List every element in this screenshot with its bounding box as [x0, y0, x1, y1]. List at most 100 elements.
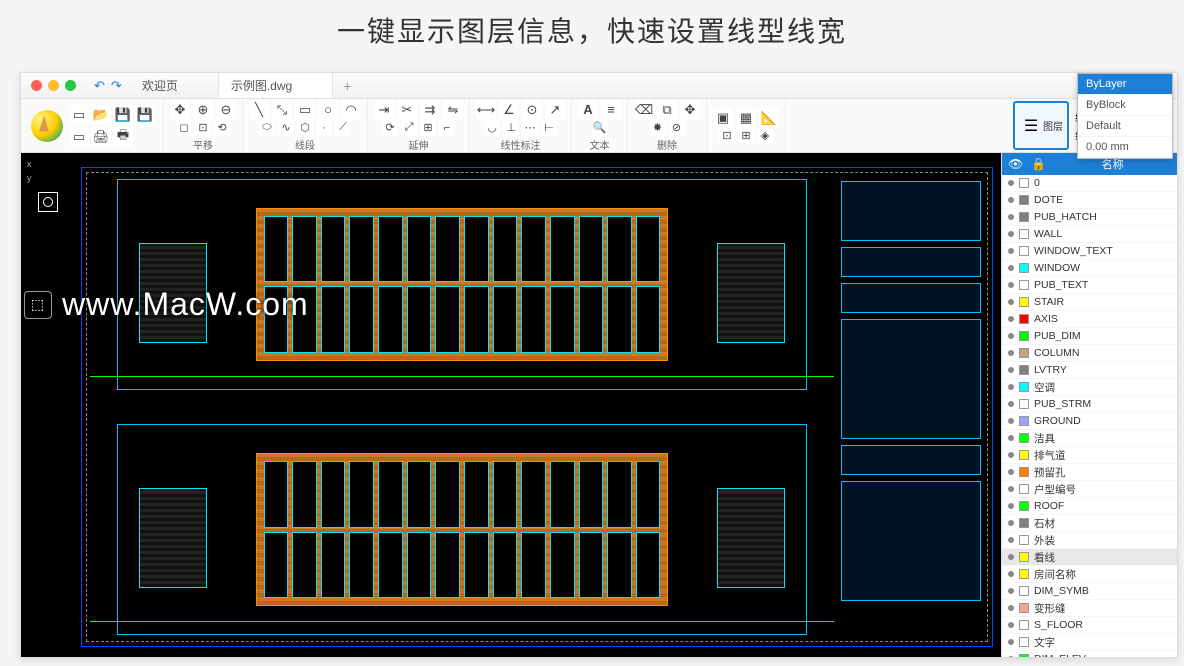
layer-row[interactable]: PUB_TEXT	[1002, 277, 1177, 294]
history-nav[interactable]: ↶ ↷	[86, 78, 130, 94]
plot-icon[interactable]: 🖶	[113, 127, 133, 147]
polyline-icon[interactable]: ⤡	[272, 100, 292, 120]
dim-radius-icon[interactable]: ⊙	[522, 100, 542, 120]
dd-option-0mm[interactable]: 0.00 mm	[1078, 137, 1172, 158]
saveas-icon[interactable]: 💾	[135, 105, 155, 125]
zoom-window-icon[interactable]: ◻	[176, 120, 192, 136]
drawing-canvas[interactable]: xy	[21, 153, 1001, 657]
layer-row[interactable]: DIM_ELEV	[1002, 651, 1177, 657]
zoom-prev-icon[interactable]: ⟲	[214, 120, 230, 136]
line-icon[interactable]: ╲	[249, 100, 269, 120]
extend-icon[interactable]: ⇥	[374, 100, 394, 120]
dim-cont-icon[interactable]: ⋯	[522, 120, 538, 136]
undo-icon[interactable]: ↶	[94, 78, 105, 94]
layer-row[interactable]: 预留孔	[1002, 464, 1177, 481]
redo-icon[interactable]: ↷	[111, 78, 122, 94]
tab-drawing[interactable]: 示例图.dwg	[219, 73, 333, 98]
measure-icon[interactable]: 📐	[759, 108, 779, 128]
tab-welcome[interactable]: 欢迎页	[130, 73, 219, 98]
copy-icon[interactable]: ⧉	[657, 100, 677, 120]
arc-icon[interactable]: ◠	[341, 100, 361, 120]
viewport-icon[interactable]: ⊞	[738, 128, 754, 144]
lineweight-dropdown-popover[interactable]: ByLayer ByBlock Default 0.00 mm	[1077, 73, 1173, 159]
new-file-icon[interactable]: ▭	[69, 105, 89, 125]
break-icon[interactable]: ⊘	[669, 120, 685, 136]
rotate-icon[interactable]: ⟳	[382, 120, 398, 136]
export-icon[interactable]: ▭	[69, 127, 89, 147]
min-dot[interactable]	[48, 80, 59, 91]
dim-base-icon[interactable]: ⊢	[541, 120, 557, 136]
layer-button[interactable]: ☰ 图层	[1013, 101, 1069, 150]
layer-row[interactable]: 房间名称	[1002, 566, 1177, 583]
layer-row[interactable]: WINDOW	[1002, 260, 1177, 277]
layer-row[interactable]: 变形缝	[1002, 600, 1177, 617]
layer-row[interactable]: 洁具	[1002, 430, 1177, 447]
layer-row[interactable]: 看线	[1002, 549, 1177, 566]
pan-icon[interactable]: ✥	[170, 100, 190, 120]
layer-row[interactable]: 空调	[1002, 379, 1177, 396]
layer-row[interactable]: WINDOW_TEXT	[1002, 243, 1177, 260]
layer-row[interactable]: ROOF	[1002, 498, 1177, 515]
erase-icon[interactable]: ⌫	[634, 100, 654, 120]
dd-option-bylayer[interactable]: ByLayer	[1078, 74, 1172, 95]
layer-row[interactable]: S_FLOOR	[1002, 617, 1177, 634]
dim-angular-icon[interactable]: ∠	[499, 100, 519, 120]
layer-row[interactable]: DIM_SYMB	[1002, 583, 1177, 600]
ellipse-icon[interactable]: ⬭	[259, 120, 275, 136]
rect-icon[interactable]: ▭	[295, 100, 315, 120]
zoom-in-icon[interactable]: ⊕	[193, 100, 213, 120]
dd-option-byblock[interactable]: ByBlock	[1078, 95, 1172, 116]
ucs-icon[interactable]: ⊡	[719, 128, 735, 144]
layer-row[interactable]: 文字	[1002, 634, 1177, 651]
layer-row[interactable]: WALL	[1002, 226, 1177, 243]
hatch-icon[interactable]: ▦	[736, 108, 756, 128]
mirror-icon[interactable]: ⇋	[443, 100, 463, 120]
spline-icon[interactable]: ∿	[278, 120, 294, 136]
layer-row[interactable]: 排气道	[1002, 447, 1177, 464]
layer-row[interactable]: COLUMN	[1002, 345, 1177, 362]
layer-row[interactable]: DOTE	[1002, 192, 1177, 209]
fillet-icon[interactable]: ⌐	[439, 120, 455, 136]
layer-row[interactable]: GROUND	[1002, 413, 1177, 430]
app-logo-icon[interactable]	[31, 110, 63, 142]
dd-option-default[interactable]: Default	[1078, 116, 1172, 137]
window-traffic-lights[interactable]	[21, 80, 86, 91]
trim-icon[interactable]: ✂	[397, 100, 417, 120]
layer-row[interactable]: PUB_DIM	[1002, 328, 1177, 345]
point-icon[interactable]: ·	[316, 120, 332, 136]
polygon-icon[interactable]: ⬡	[297, 120, 313, 136]
max-dot[interactable]	[65, 80, 76, 91]
close-dot[interactable]	[31, 80, 42, 91]
xline-icon[interactable]: ⟋	[335, 120, 351, 136]
layer-row[interactable]: PUB_HATCH	[1002, 209, 1177, 226]
layer-row[interactable]: LVTRY	[1002, 362, 1177, 379]
circle-icon[interactable]: ○	[318, 100, 338, 120]
3d-icon[interactable]: ◈	[757, 128, 773, 144]
dim-arc-icon[interactable]: ◡	[484, 120, 500, 136]
dim-linear-icon[interactable]: ⟷	[476, 100, 496, 120]
layer-row[interactable]: 户型编号	[1002, 481, 1177, 498]
layer-row[interactable]: 0	[1002, 175, 1177, 192]
save-icon[interactable]: 💾	[113, 105, 133, 125]
move-icon[interactable]: ✥	[680, 100, 700, 120]
offset-icon[interactable]: ⇉	[420, 100, 440, 120]
find-icon[interactable]: 🔍	[592, 120, 608, 136]
scale-icon[interactable]: ⤢	[401, 120, 417, 136]
tab-add-button[interactable]: +	[333, 78, 361, 94]
dim-leader-icon[interactable]: ↗	[545, 100, 565, 120]
text-icon[interactable]: A	[578, 100, 598, 120]
layer-row[interactable]: STAIR	[1002, 294, 1177, 311]
open-file-icon[interactable]: 📂	[91, 105, 111, 125]
dim-ord-icon[interactable]: ⊥	[503, 120, 519, 136]
layer-row[interactable]: AXIS	[1002, 311, 1177, 328]
print-icon[interactable]: 🖨	[91, 127, 111, 147]
array-icon[interactable]: ⊞	[420, 120, 436, 136]
explode-icon[interactable]: ✸	[650, 120, 666, 136]
mtext-icon[interactable]: ≡	[601, 100, 621, 120]
layer-row[interactable]: 石材	[1002, 515, 1177, 532]
layer-list[interactable]: 0DOTEPUB_HATCHWALLWINDOW_TEXTWINDOWPUB_T…	[1002, 175, 1177, 657]
zoom-out-icon[interactable]: ⊖	[216, 100, 236, 120]
layer-row[interactable]: PUB_STRM	[1002, 396, 1177, 413]
block-icon[interactable]: ▣	[713, 108, 733, 128]
zoom-extents-icon[interactable]: ⊡	[195, 120, 211, 136]
